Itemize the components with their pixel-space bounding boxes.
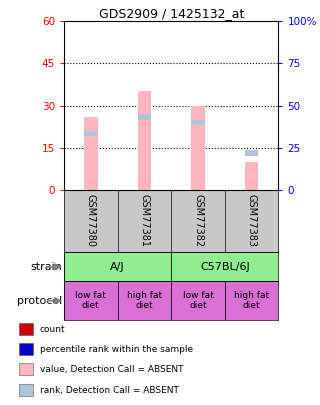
Text: GSM77382: GSM77382 [193, 194, 203, 247]
Bar [191, 106, 205, 190]
Text: GSM77381: GSM77381 [140, 194, 149, 247]
Text: low fat
diet: low fat diet [76, 291, 106, 310]
Bar [245, 162, 258, 190]
Text: high fat
diet: high fat diet [127, 291, 162, 310]
FancyBboxPatch shape [225, 281, 278, 320]
Text: GSM77380: GSM77380 [86, 194, 96, 247]
Title: GDS2909 / 1425132_at: GDS2909 / 1425132_at [99, 7, 244, 20]
Text: A/J: A/J [110, 262, 125, 272]
FancyBboxPatch shape [171, 281, 225, 320]
Bar [191, 119, 205, 125]
Text: GSM77383: GSM77383 [247, 194, 257, 247]
FancyBboxPatch shape [64, 281, 118, 320]
FancyBboxPatch shape [171, 252, 278, 281]
FancyBboxPatch shape [118, 281, 171, 320]
Text: count: count [40, 325, 66, 334]
Text: protocol: protocol [17, 296, 62, 306]
Text: C57BL/6J: C57BL/6J [200, 262, 250, 272]
Bar [245, 150, 258, 156]
Text: value, Detection Call = ABSENT: value, Detection Call = ABSENT [40, 365, 183, 374]
Bar [84, 117, 98, 190]
Bar [138, 114, 151, 119]
Text: percentile rank within the sample: percentile rank within the sample [40, 345, 193, 354]
FancyBboxPatch shape [64, 252, 171, 281]
Text: rank, Detection Call = ABSENT: rank, Detection Call = ABSENT [40, 386, 179, 394]
Bar [84, 131, 98, 136]
Bar [138, 92, 151, 190]
Text: low fat
diet: low fat diet [183, 291, 213, 310]
Text: strain: strain [30, 262, 62, 272]
Text: high fat
diet: high fat diet [234, 291, 269, 310]
